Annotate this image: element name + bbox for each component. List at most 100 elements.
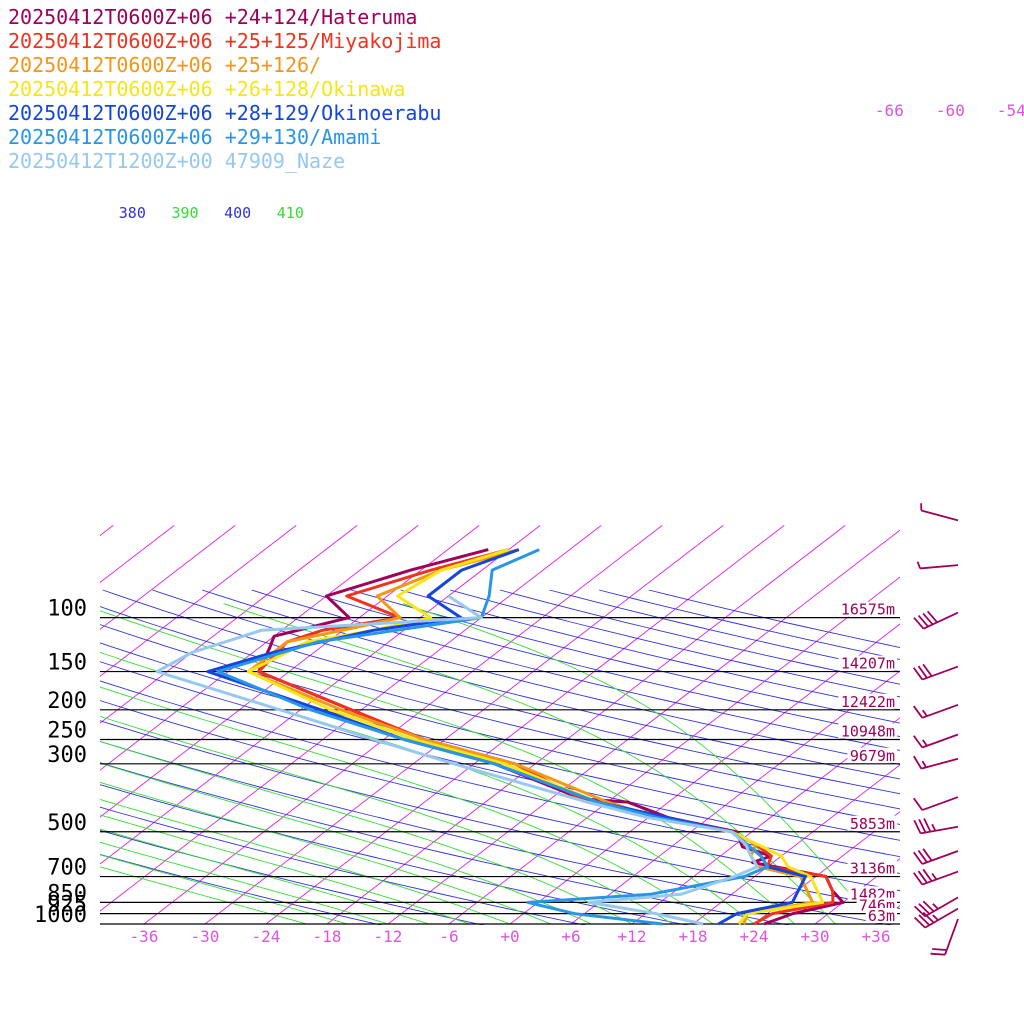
legend-entry: 20250412T0600Z+06 +26+128/Okinawa: [8, 77, 405, 101]
isotherm-line: [100, 525, 175, 584]
height-label: 9679m: [850, 747, 895, 765]
theta-label: 410: [277, 204, 304, 222]
isotherm-line: [143, 525, 663, 925]
isotherm-line: [937, 525, 1024, 924]
temperature-tick-label: +0: [500, 927, 519, 946]
isotherm-line: [100, 525, 358, 724]
pressure-label: 500: [47, 811, 87, 836]
isotherm-label-bg: [872, 102, 907, 119]
height-label: 63m: [868, 907, 895, 925]
isotherm-line: [100, 525, 419, 771]
dry-adiabat-line: [100, 661, 900, 858]
wind-barb: [914, 907, 959, 929]
isotherm-label: -60: [936, 101, 965, 120]
dry-adiabat-line: [152, 589, 900, 780]
isotherm-line: [998, 525, 1024, 924]
temperature-tick-label: +30: [801, 927, 830, 946]
dry-adiabat-line: [100, 784, 689, 925]
theta-label: 390: [171, 204, 198, 222]
wind-barb: [913, 755, 959, 770]
axis-labels: 100 16575m 150 14207m 200 12422m 250 10948m 300 9…: [34, 101, 1024, 946]
dry-adiabat-line: [100, 642, 900, 841]
pressure-label: 1000: [34, 903, 87, 928]
wind-barbs: [913, 503, 959, 956]
isotherm-line: [100, 525, 541, 865]
legend: 20250412T0600Z+06 +24+124/Hateruma202504…: [8, 5, 441, 173]
height-label-bg: [838, 723, 897, 739]
isotherm-label: -66: [875, 101, 904, 120]
temperature-tick-label: +6: [561, 927, 580, 946]
temperature-tick-label: -12: [374, 927, 403, 946]
temperature-tick-label: +18: [679, 927, 708, 946]
dry-adiabat-line: [100, 606, 900, 810]
isotherm-line: [265, 525, 785, 925]
wind-barb: [913, 818, 959, 835]
dry-adiabat-line: [450, 589, 900, 698]
temperature-tick-label: +24: [740, 927, 769, 946]
sounding-line: [155, 594, 759, 926]
wind-barb: [913, 848, 959, 865]
isotherm-line: [204, 525, 724, 925]
dry-adiabat-line: [598, 589, 900, 660]
theta-label: 380: [119, 204, 146, 222]
isotherm-line: [753, 811, 900, 925]
wind-barb: [920, 503, 959, 522]
dry-adiabat-line: [301, 589, 900, 737]
temperature-tick-label: -30: [191, 927, 220, 946]
height-label-bg: [838, 693, 897, 709]
wind-barb: [913, 868, 959, 886]
height-label: 14207m: [841, 655, 895, 673]
pressure-label: 925: [47, 893, 87, 918]
pressure-label: 850: [47, 881, 87, 906]
wind-barb: [916, 561, 959, 570]
legend-entry: 20250412T0600Z+06 +25+125/Miyakojima: [8, 29, 441, 53]
height-label: 10948m: [841, 723, 895, 741]
sounding-line: [247, 548, 825, 925]
dry-adiabat-line: [648, 589, 900, 648]
isotherm-label: -54: [997, 101, 1024, 120]
isotherm-line: [326, 525, 846, 925]
height-label: 16575m: [841, 601, 895, 619]
isotherm-label-bg: [994, 102, 1024, 119]
isotherm-line: [509, 623, 900, 925]
height-label-bg: [847, 747, 897, 763]
temperature-tick-label: -36: [130, 927, 159, 946]
pressure-label: 200: [47, 689, 87, 714]
pressure-label: 250: [47, 719, 87, 744]
dry-adiabat-line: [100, 853, 383, 925]
dry-adiabat-line: [100, 624, 900, 825]
isotherm-line: [100, 525, 602, 912]
legend-entry: 20250412T0600Z+06 +29+130/Amami: [8, 125, 381, 149]
wind-barb: [913, 610, 959, 630]
height-label-bg: [847, 886, 897, 902]
height-label-bg: [847, 815, 897, 831]
dry-adiabat-line: [499, 589, 900, 685]
pressure-label: 150: [47, 651, 87, 676]
pressure-label: 100: [47, 597, 87, 622]
wind-barb: [914, 896, 959, 918]
temperature-tick-label: +12: [618, 927, 647, 946]
isotherm-line: [387, 529, 900, 925]
height-label: 12422m: [841, 693, 895, 711]
isotherm-line: [875, 904, 900, 925]
temperature-tick-label: -18: [313, 927, 342, 946]
dry-adiabat-line: [100, 740, 893, 925]
dry-adiabat-line: [350, 589, 900, 724]
dry-adiabat-line: [100, 762, 791, 925]
pressure-label: 700: [47, 856, 87, 881]
legend-entry: 20250412T0600Z+06 +25+126/: [8, 53, 321, 77]
isobar-lines: [100, 616, 900, 925]
sounding-line: [257, 548, 835, 926]
dry-adiabat-line: [100, 680, 900, 874]
wind-barb: [913, 796, 959, 811]
height-label-bg: [838, 655, 897, 671]
temperature-tick-label: -24: [252, 927, 281, 946]
legend-entry: 20250412T1200Z+00 47909_Naze: [8, 149, 345, 173]
temperature-tick-label: +36: [862, 927, 891, 946]
dry-adiabat-line: [251, 589, 900, 751]
isotherm-line: [100, 525, 236, 630]
legend-entry: 20250412T0600Z+06 +24+124/Hateruma: [8, 5, 417, 29]
dry-adiabat-line: [549, 589, 900, 673]
pressure-label: 300: [47, 743, 87, 768]
